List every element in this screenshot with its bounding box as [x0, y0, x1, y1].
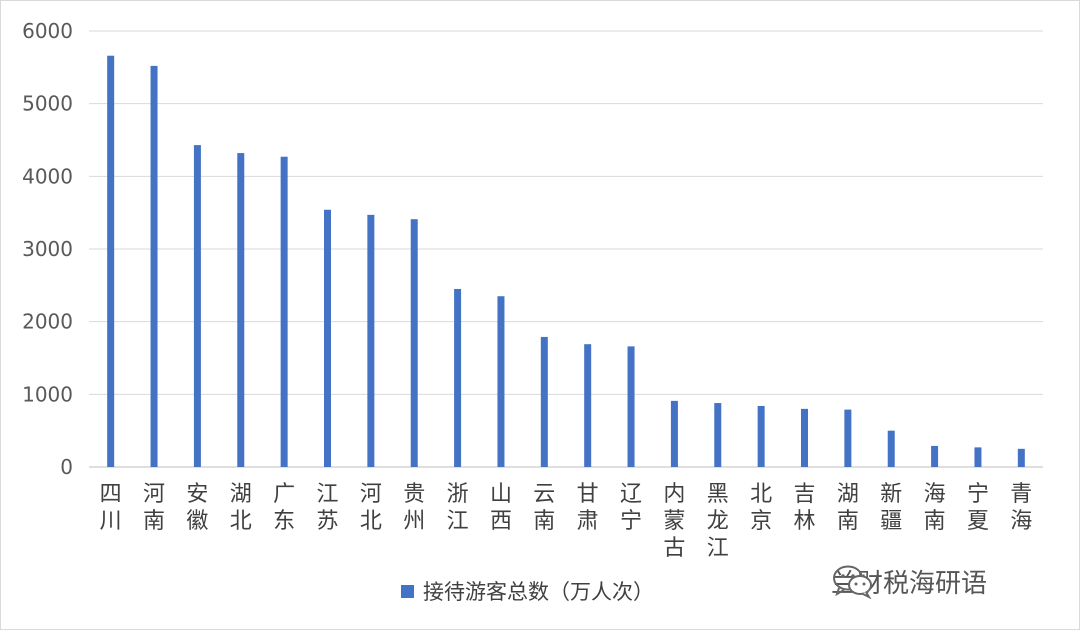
x-tick-label: 北京	[750, 482, 772, 534]
bar	[801, 408, 808, 467]
y-tick-label: 6000	[22, 19, 73, 43]
y-axis-ticks: 0 1000 2000 3000 4000 5000 6000	[22, 19, 73, 479]
legend-label: 接待游客总数（万人次）	[423, 580, 654, 604]
bar	[497, 296, 505, 467]
bar	[974, 447, 982, 467]
bars	[107, 55, 1025, 468]
x-tick-label: 浙江	[447, 482, 469, 534]
x-tick-label: 河南	[143, 482, 165, 534]
bar	[931, 445, 939, 467]
y-tick-label: 5000	[22, 92, 73, 116]
y-tick-label: 2000	[22, 310, 73, 334]
bar	[324, 209, 331, 467]
x-tick-label: 海南	[924, 482, 946, 534]
bar	[107, 55, 115, 467]
gridlines	[89, 30, 1043, 468]
bar	[627, 346, 635, 467]
x-tick-label: 河北	[360, 482, 382, 534]
bar	[367, 214, 375, 467]
y-tick-label: 0	[60, 455, 73, 479]
x-tick-label: 湖南	[837, 482, 859, 534]
x-tick-label: 吉林	[793, 482, 815, 534]
bar	[670, 400, 678, 467]
bar	[454, 288, 462, 467]
x-tick-label: 广东	[273, 482, 295, 534]
bar	[1017, 448, 1025, 467]
bar	[193, 145, 201, 467]
x-tick-label: 山西	[490, 482, 512, 534]
y-tick-label: 3000	[22, 237, 73, 261]
legend: 接待游客总数（万人次）	[401, 580, 654, 604]
x-tick-label: 江苏	[316, 482, 338, 534]
x-tick-label: 黑龙江	[707, 482, 729, 561]
bar	[757, 405, 765, 467]
x-tick-label: 青海	[1010, 482, 1032, 534]
bar	[150, 65, 158, 467]
x-tick-label: 甘肃	[577, 482, 599, 534]
watermark: 兰财税海研语	[831, 563, 987, 600]
bar	[844, 409, 852, 467]
bar	[237, 153, 245, 467]
bar	[280, 156, 288, 468]
x-tick-label: 新疆	[880, 482, 902, 534]
x-tick-label: 宁夏	[967, 482, 989, 534]
bar	[714, 403, 722, 467]
x-axis-ticks: 四川河南安徽湖北广东江苏河北贵州浙江山西云南甘肃辽宁内蒙古黑龙江北京吉林湖南新疆…	[100, 482, 1033, 561]
x-tick-label: 贵州	[403, 482, 425, 534]
bar	[410, 219, 418, 467]
y-tick-label: 4000	[22, 164, 73, 188]
wechat-icon	[833, 565, 872, 599]
x-tick-label: 辽宁	[620, 482, 642, 534]
legend-swatch	[401, 585, 414, 598]
bar	[584, 344, 592, 467]
x-tick-label: 云南	[533, 482, 555, 534]
y-tick-label: 1000	[22, 382, 73, 406]
bar	[540, 336, 548, 467]
x-tick-label: 安徽	[186, 482, 208, 534]
x-tick-label: 四川	[100, 482, 122, 534]
x-tick-label: 湖北	[230, 482, 252, 534]
x-tick-label: 内蒙古	[663, 482, 685, 561]
bar	[887, 430, 895, 467]
